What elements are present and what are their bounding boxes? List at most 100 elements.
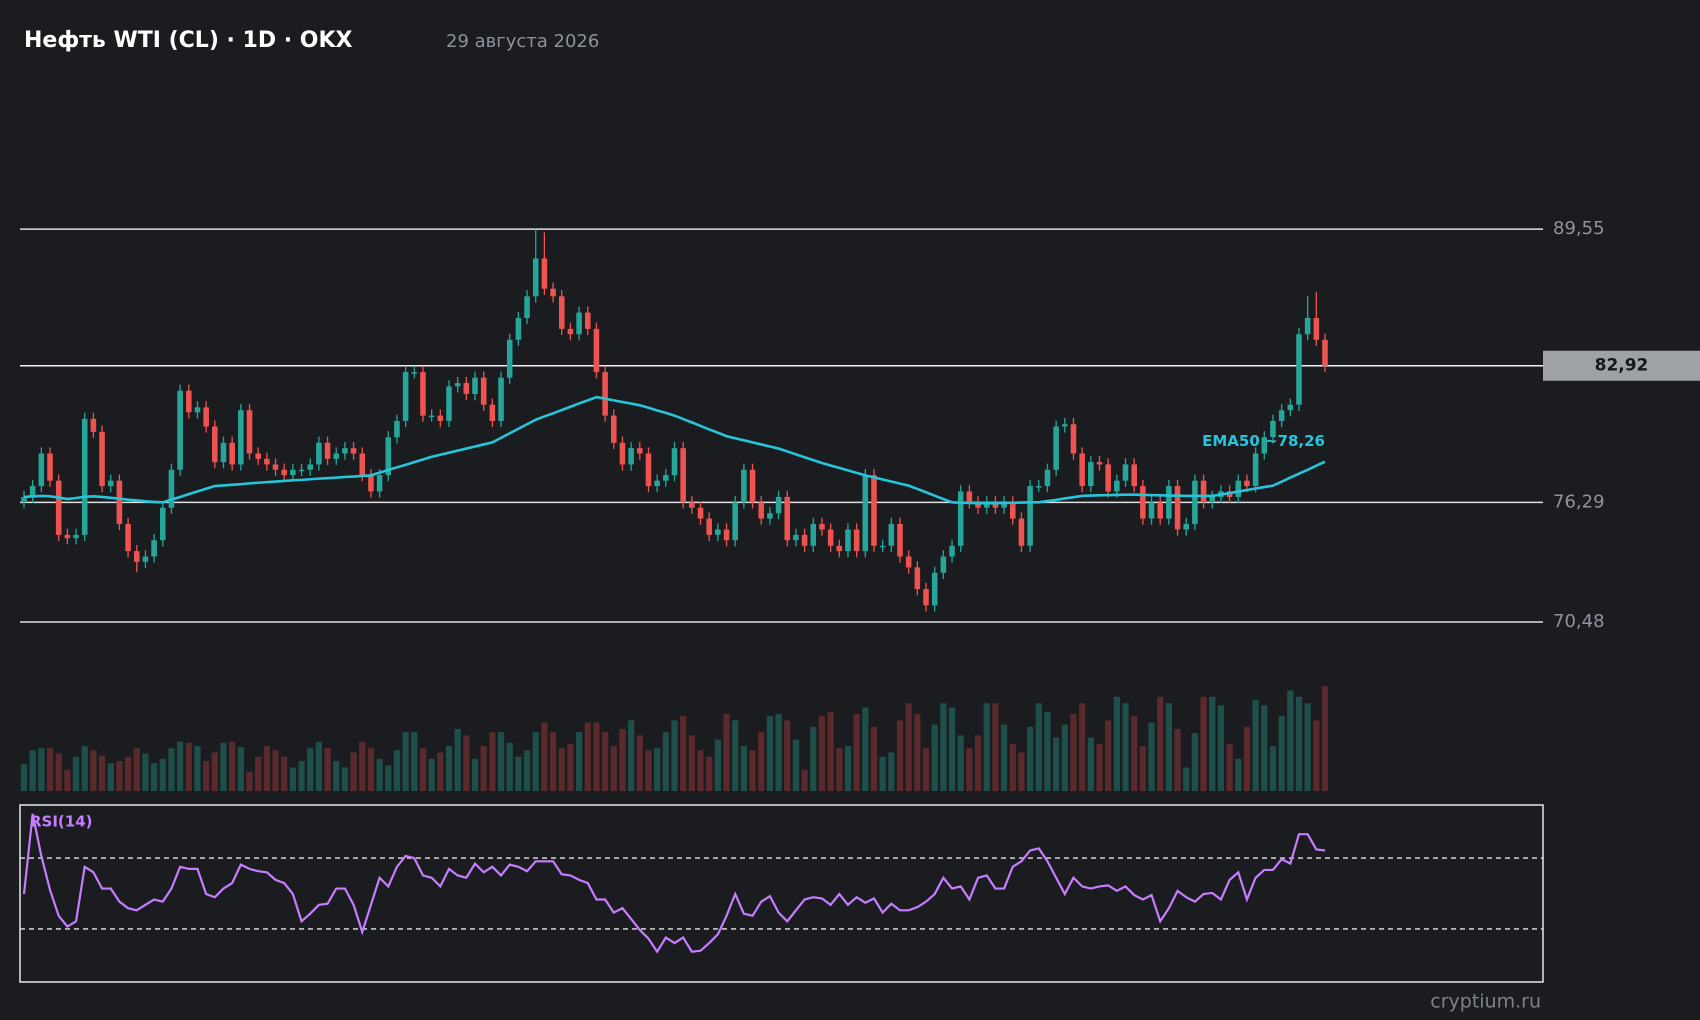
candle-body: [55, 480, 62, 535]
candle-body: [637, 448, 643, 454]
candle-body: [827, 529, 834, 546]
volume-bar: [593, 722, 600, 791]
volume-bar: [1321, 686, 1329, 791]
volume-bar: [697, 750, 704, 791]
volume-bar: [966, 748, 973, 791]
volume-bar: [445, 746, 453, 791]
volume-bar: [272, 750, 279, 791]
candle-body: [81, 418, 88, 535]
candle-body: [680, 448, 686, 503]
volume-bar: [1304, 703, 1311, 791]
volume-bar: [801, 769, 808, 791]
candle-body: [324, 442, 331, 459]
candle-body: [1036, 486, 1042, 488]
candle-body: [671, 448, 678, 476]
candle-body: [1001, 502, 1007, 508]
candle-body: [1183, 523, 1190, 530]
volume-bar: [411, 732, 418, 791]
volume-bar: [688, 735, 695, 791]
volume-bar: [654, 748, 661, 791]
candle-body: [1148, 502, 1155, 519]
candle-body: [125, 523, 131, 552]
volume-bar: [263, 746, 270, 791]
candle-body: [697, 507, 704, 519]
candle-body: [281, 469, 287, 476]
candle-body: [498, 377, 504, 421]
volume-bar: [601, 732, 609, 791]
volume-bar: [1157, 696, 1164, 791]
chart-subtitle: 29 августа 2026: [446, 31, 599, 52]
candle-body: [368, 475, 374, 492]
volume-bar: [1122, 703, 1129, 791]
volume-bar: [107, 763, 114, 791]
volume-bar: [1313, 720, 1320, 791]
candle-body: [489, 404, 496, 421]
candle-body: [689, 502, 695, 508]
volume-bar: [784, 720, 791, 791]
candle-body: [394, 420, 400, 438]
candle-body: [1252, 453, 1259, 487]
candle-body: [316, 442, 322, 465]
candle-body: [428, 415, 435, 418]
volume-bar: [289, 767, 296, 791]
candle-body: [767, 513, 773, 519]
candle-body: [819, 523, 825, 530]
candle-body: [264, 458, 270, 465]
volume-bar: [506, 742, 513, 791]
candle-body: [966, 491, 973, 503]
candle-body: [862, 475, 869, 552]
volume-bar: [575, 732, 583, 791]
volume-bar: [740, 746, 748, 791]
volume-bar: [645, 750, 652, 791]
candle-body: [1270, 420, 1276, 438]
candle-body: [1088, 462, 1094, 487]
candle-body: [1027, 486, 1033, 546]
volume-bar: [281, 756, 288, 791]
volume-bar: [896, 720, 904, 791]
candle-body: [1166, 486, 1172, 519]
volume-bar: [680, 716, 687, 791]
volume-bar: [1295, 696, 1303, 791]
volume-bar: [628, 720, 635, 791]
volume-bar: [211, 752, 218, 791]
candle-body: [1053, 426, 1059, 470]
candle-body: [706, 518, 712, 535]
volume-bar: [1278, 716, 1285, 791]
candle-body: [1114, 480, 1120, 492]
candle-body: [1044, 469, 1051, 487]
candle-body: [593, 328, 600, 373]
y-tick-label: 89,55: [1553, 218, 1605, 239]
volume-bar: [1035, 703, 1042, 791]
candle-body: [845, 529, 851, 552]
candle-body: [1131, 464, 1137, 487]
volume-bar: [133, 748, 140, 791]
candle-body: [446, 386, 452, 421]
candle-body: [1018, 518, 1025, 546]
last-price-label: 82,92: [1595, 356, 1649, 376]
volume-bar: [610, 746, 617, 791]
volume-bar: [714, 739, 721, 791]
candle-body: [38, 453, 45, 487]
volume-bar: [1131, 716, 1138, 791]
volume-bar: [1287, 690, 1294, 791]
volume-bar: [307, 748, 314, 791]
volume-bar: [836, 748, 843, 791]
volume-bar: [974, 735, 982, 791]
volume-bar: [393, 750, 401, 791]
volume-bar: [315, 741, 323, 791]
candle-body: [64, 534, 71, 539]
candle-body: [914, 567, 921, 590]
candle-body: [255, 453, 261, 459]
volume-bar: [619, 728, 626, 791]
volume-bar: [402, 732, 409, 791]
candle-body: [983, 502, 990, 508]
candle-body: [186, 390, 192, 413]
rsi-label: RSI(14): [30, 813, 93, 831]
ema-label: EMA50 ~78,26: [1202, 432, 1325, 450]
volume-bar: [957, 735, 964, 791]
volume-bar: [72, 756, 80, 791]
volume-bar: [428, 758, 435, 791]
volume-bar: [81, 746, 88, 791]
volume-bar: [636, 735, 643, 791]
